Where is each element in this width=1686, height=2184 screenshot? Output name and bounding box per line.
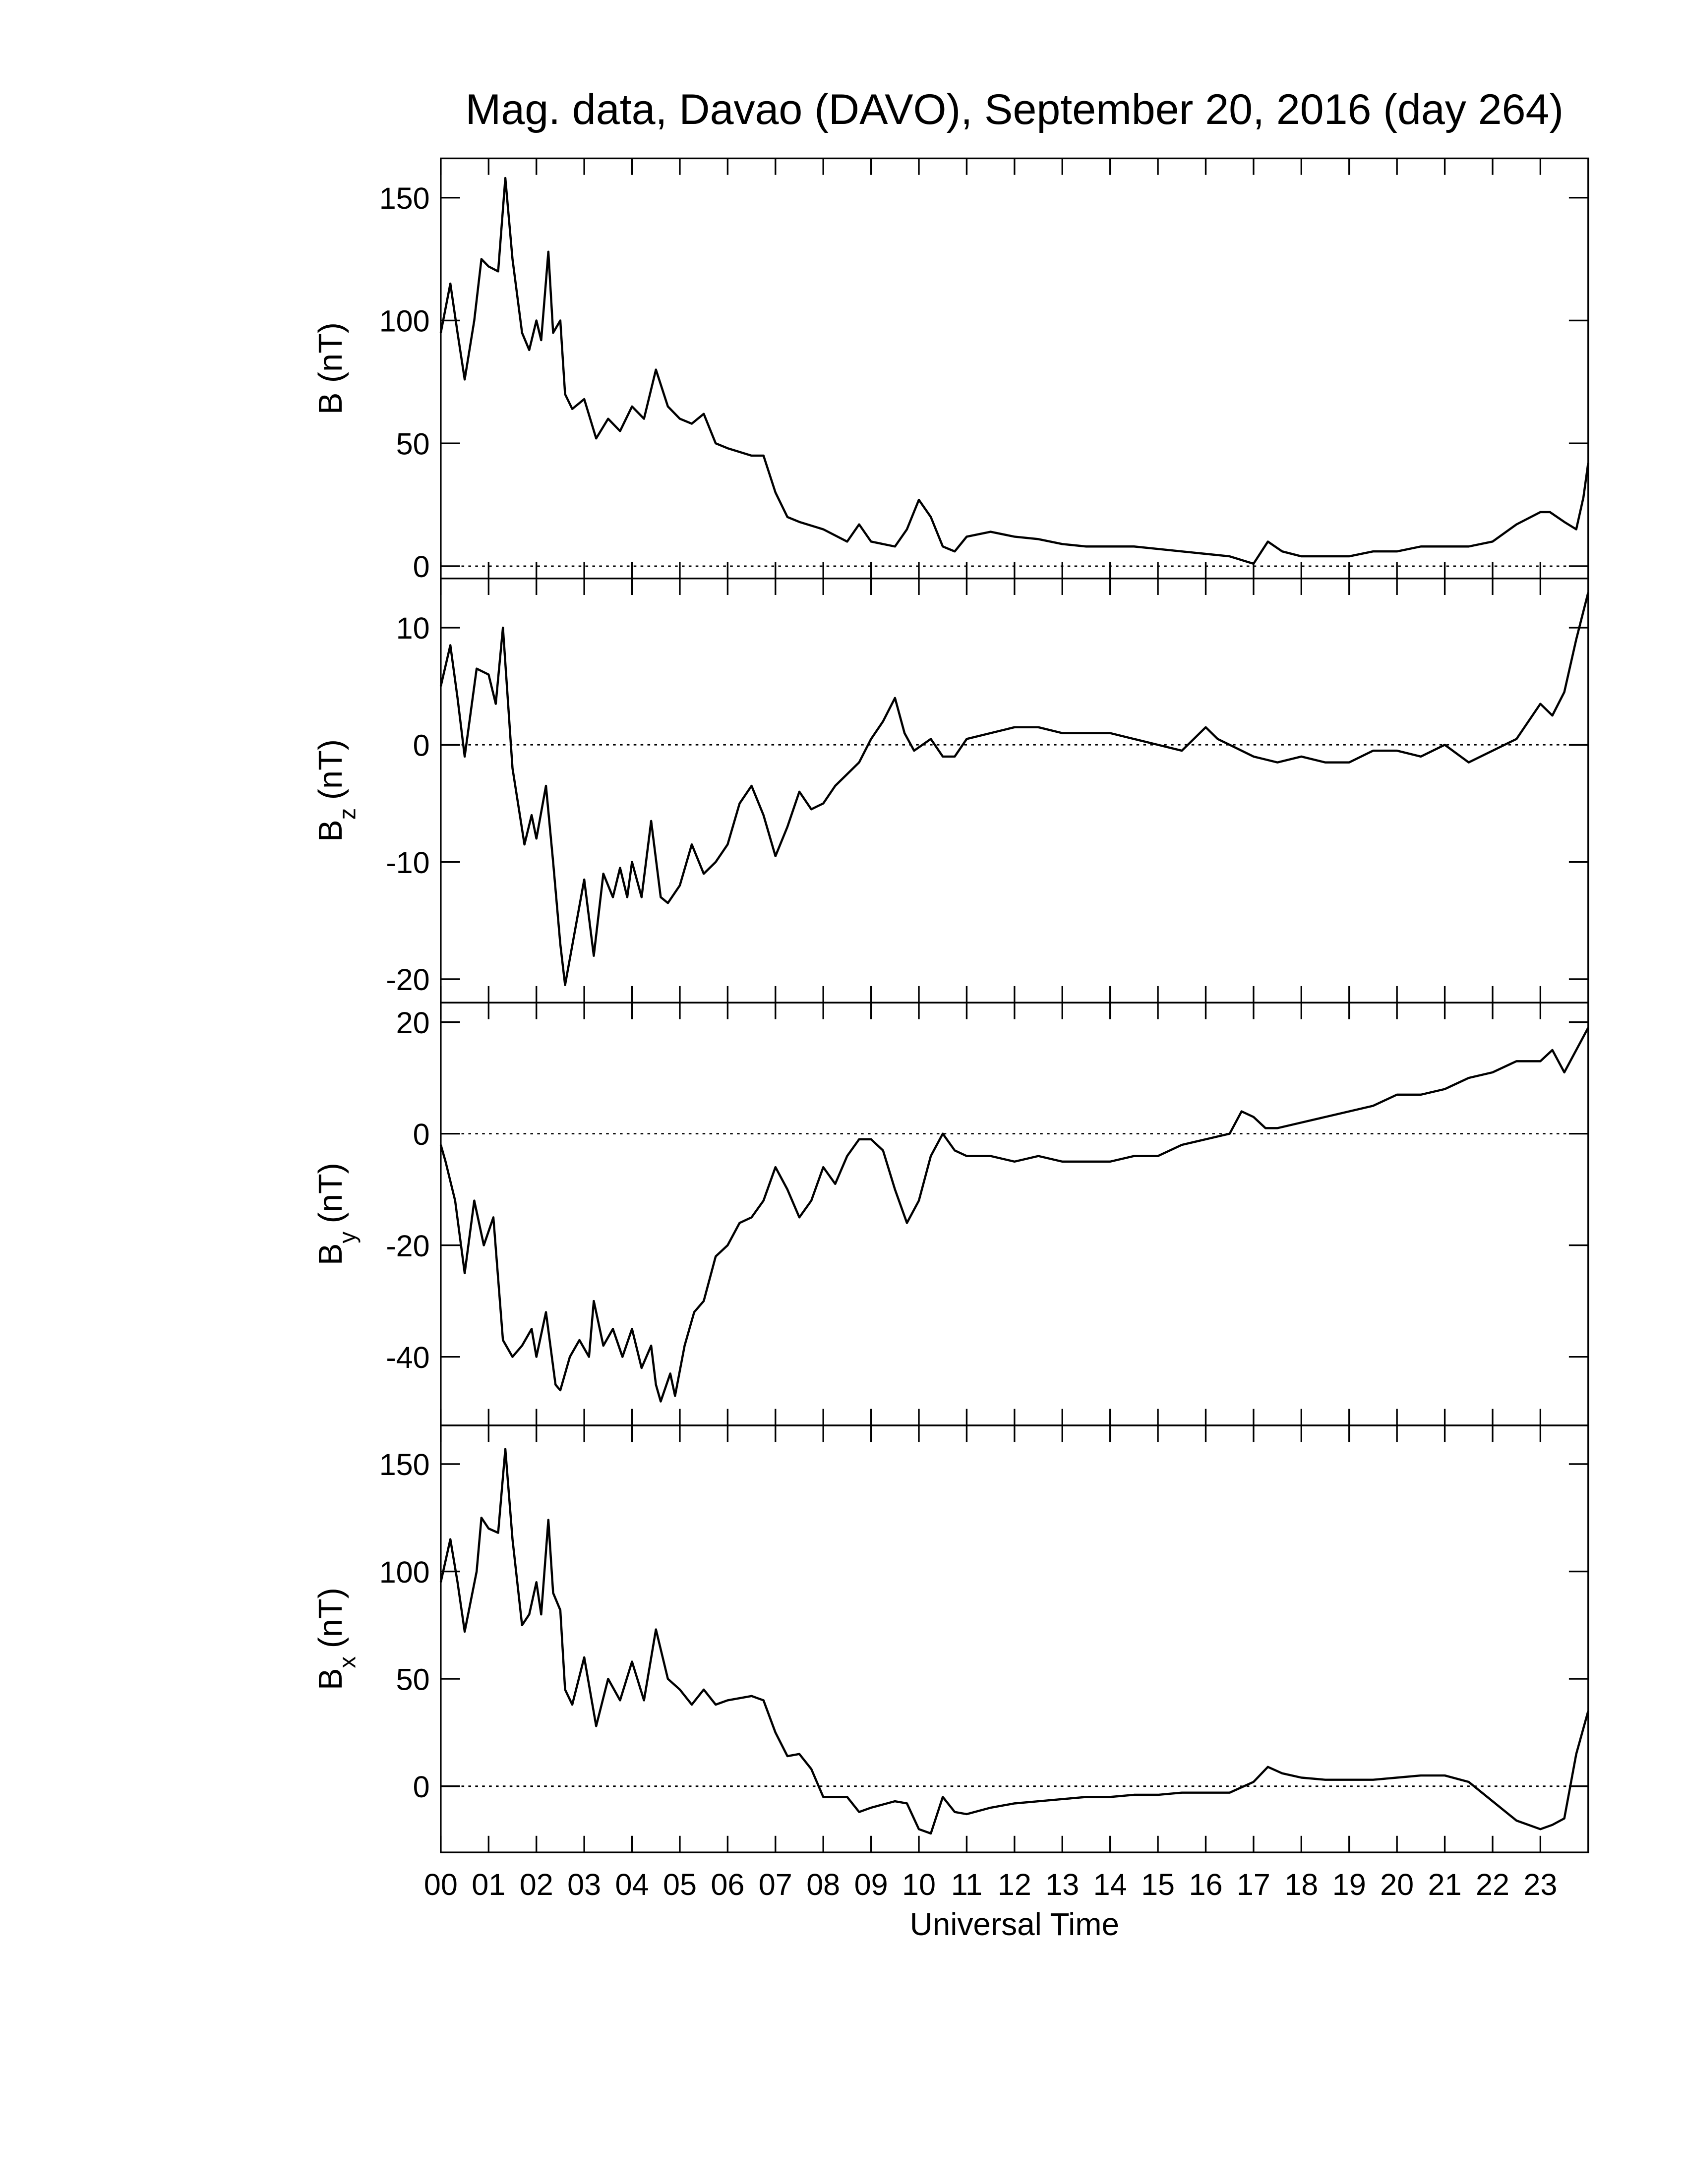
x-tick-label: 00 <box>424 1868 458 1901</box>
y-label-symbol: B <box>312 1668 349 1690</box>
chart-title: Mag. data, Davao (DAVO), September 20, 2… <box>466 86 1564 133</box>
x-tick-label: 09 <box>854 1868 888 1901</box>
x-tick-label: 15 <box>1141 1868 1175 1901</box>
y-tick-label: 150 <box>379 1448 430 1481</box>
panel: -40 -20 0 20 By (nT) <box>312 1002 1589 1426</box>
panel: Mag. data, Davao (DAVO), September 20, 2… <box>312 86 1589 584</box>
y-tick-label: 0 <box>413 728 430 762</box>
x-tick-label: 06 <box>711 1868 744 1901</box>
y-axis-label: Bx (nT) <box>312 1588 361 1690</box>
panel: 0 50 100 150 00 01 02 03 04 05 06 07 08 09 10 11 12 13 14 1… <box>312 1424 1589 1942</box>
x-tick-label: 16 <box>1189 1868 1222 1901</box>
x-tick-label: 03 <box>567 1868 601 1901</box>
x-tick-label: 08 <box>806 1868 840 1901</box>
y-label-subscript: x <box>335 1656 361 1668</box>
plot-frame <box>440 1424 1589 1853</box>
y-label-unit: (nT) <box>312 739 349 800</box>
plot-frame <box>440 578 1589 1003</box>
plot-frame <box>440 157 1589 580</box>
y-label-unit: (nT) <box>312 1588 349 1648</box>
plot-frame <box>440 1002 1589 1426</box>
y-tick-label: 50 <box>396 1662 430 1696</box>
y-label-symbol: B <box>312 1243 349 1265</box>
y-tick-label: 100 <box>379 304 430 338</box>
data-line <box>439 177 1589 565</box>
y-axis-label: Bz (nT) <box>312 739 361 842</box>
data-line <box>439 1027 1589 1403</box>
x-tick-label: 14 <box>1093 1868 1127 1901</box>
x-tick-label: 12 <box>998 1868 1031 1901</box>
x-tick-label: 02 <box>520 1868 553 1901</box>
panel: -20 -10 0 10 Bz (nT) <box>312 578 1589 1003</box>
y-tick-label: -40 <box>386 1341 429 1374</box>
x-tick-label: 10 <box>902 1868 936 1901</box>
data-line <box>439 592 1589 986</box>
x-axis-label: Universal Time <box>910 1906 1119 1942</box>
y-tick-label: 100 <box>379 1555 430 1589</box>
y-tick-label: -20 <box>386 963 429 997</box>
x-tick-label: 05 <box>663 1868 697 1901</box>
data-line <box>439 1448 1589 1835</box>
y-tick-label: 50 <box>396 427 430 461</box>
x-tick-label: 20 <box>1380 1868 1414 1901</box>
x-tick-label: 22 <box>1476 1868 1509 1901</box>
x-tick-label: 21 <box>1428 1868 1462 1901</box>
y-tick-label: 20 <box>396 1006 430 1040</box>
y-label-subscript: z <box>335 808 361 820</box>
y-label-symbol: B <box>312 393 349 414</box>
x-tick-label: 19 <box>1332 1868 1366 1901</box>
y-tick-label: -10 <box>386 846 429 880</box>
x-tick-label: 04 <box>615 1868 649 1901</box>
y-label-subscript: y <box>335 1232 361 1243</box>
y-axis-label: By (nT) <box>312 1163 361 1265</box>
x-tick-label: 13 <box>1045 1868 1079 1901</box>
y-tick-label: -20 <box>386 1229 429 1263</box>
x-tick-label: 23 <box>1523 1868 1557 1901</box>
x-tick-label: 18 <box>1284 1868 1318 1901</box>
y-label-symbol: B <box>312 820 349 841</box>
y-axis-label: B (nT) <box>312 322 349 414</box>
y-label-unit: (nT) <box>312 1163 349 1223</box>
y-tick-label: 0 <box>413 1118 430 1151</box>
x-tick-label: 07 <box>759 1868 792 1901</box>
y-label-unit: (nT) <box>312 322 349 383</box>
y-tick-label: 10 <box>396 611 430 645</box>
x-tick-label: 11 <box>951 1868 982 1901</box>
y-tick-label: 150 <box>379 181 430 215</box>
y-tick-label: 0 <box>413 1770 430 1804</box>
y-tick-label: 0 <box>413 550 430 584</box>
x-tick-label: 17 <box>1237 1868 1270 1901</box>
x-tick-label: 01 <box>472 1868 505 1901</box>
